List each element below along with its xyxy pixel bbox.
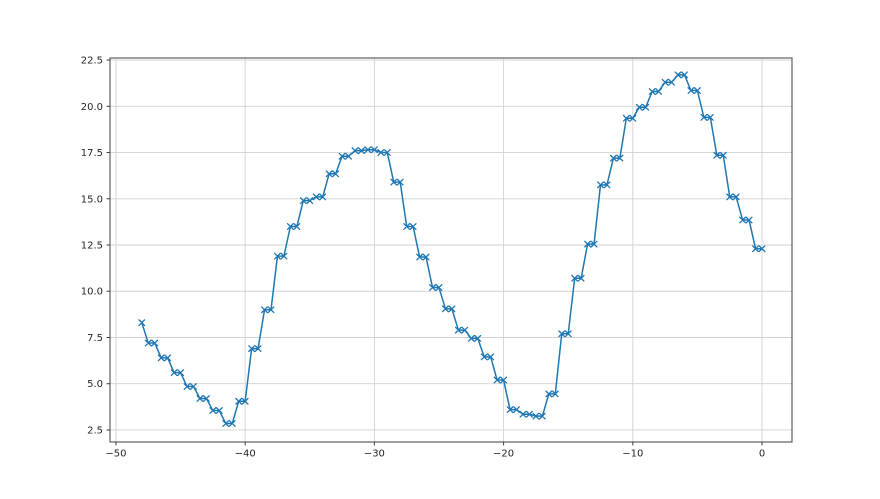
y-tick-label: 7.5 (87, 333, 103, 344)
y-tick-label: 5.0 (87, 379, 103, 390)
y-tick-label: 2.5 (87, 425, 103, 436)
axes-spines (109, 57, 793, 443)
y-tick-label: 10.0 (81, 287, 103, 298)
x-tick-label: −20 (493, 449, 514, 460)
x-tick-label: −50 (105, 449, 126, 460)
x-tick-label: −40 (235, 449, 256, 460)
y-tick-label: 17.5 (81, 148, 103, 159)
y-tick-label: 12.5 (81, 241, 103, 252)
x-tick-label: −10 (622, 449, 643, 460)
data-point-x-markers (138, 71, 766, 427)
y-tick-label: 22.5 (81, 56, 103, 67)
x-tick-label: 0 (759, 449, 765, 460)
y-tick-label: 15.0 (81, 194, 103, 205)
plot-area (110, 58, 792, 442)
x-tick-label: −30 (364, 449, 385, 460)
y-tick-label: 20.0 (81, 102, 103, 113)
